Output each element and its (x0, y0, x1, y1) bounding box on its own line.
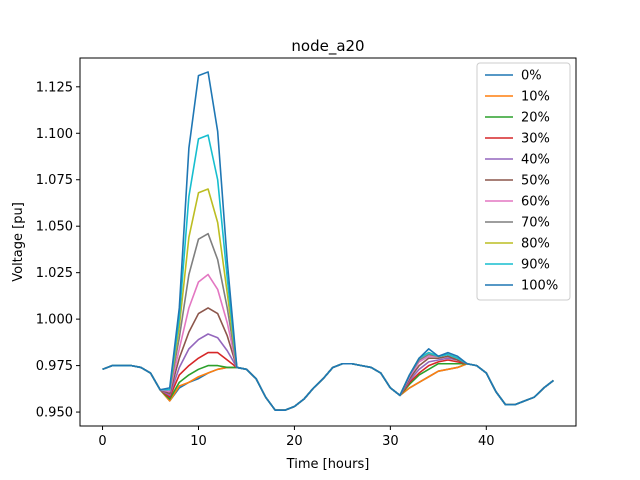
y-tick-label: 0.975 (36, 359, 73, 374)
x-tick-label: 30 (382, 434, 399, 449)
y-tick-label: 1.025 (36, 266, 73, 281)
series-layer (102, 71, 554, 412)
y-tick-label: 1.100 (36, 127, 73, 142)
y-tick-label: 1.125 (36, 80, 73, 95)
legend-entry: 80% (521, 237, 550, 252)
x-axis-label: Time [hours] (286, 457, 370, 472)
legend-entry: 100% (521, 279, 558, 294)
x-tick-label: 10 (190, 434, 207, 449)
y-axis-label: Voltage [pu] (11, 202, 26, 282)
legend-entry: 50% (521, 174, 550, 189)
legend-entry: 10% (521, 90, 550, 105)
y-axis: 0.950 0.975 1.000 1.025 1.050 1.075 1.100 1.125 (36, 80, 80, 421)
x-tick-label: 20 (286, 434, 303, 449)
x-tick-label: 40 (478, 434, 495, 449)
legend-entry: 40% (521, 153, 550, 168)
y-tick-label: 1.000 (36, 313, 73, 328)
legend-entry: 70% (521, 216, 550, 231)
legend-entry: 60% (521, 195, 550, 210)
legend-entry: 30% (521, 132, 550, 147)
y-tick-label: 0.950 (36, 406, 73, 421)
y-tick-label: 1.075 (36, 173, 73, 188)
legend-entry: 0% (521, 69, 542, 84)
y-tick-label: 1.050 (36, 220, 73, 235)
x-tick-label: 0 (98, 434, 106, 449)
chart-title: node_a20 (291, 37, 364, 56)
plot-frame (79, 57, 577, 427)
x-axis: 0 10 20 30 40 (98, 426, 495, 449)
legend-box (476, 62, 571, 301)
legend-entry: 90% (521, 258, 550, 273)
legend: 0% 10% 20% 30% 40% 50% 60% 70% 80% 90% 100% (476, 62, 571, 301)
legend-entry: 20% (521, 111, 550, 126)
series-line-10 (102, 71, 554, 412)
